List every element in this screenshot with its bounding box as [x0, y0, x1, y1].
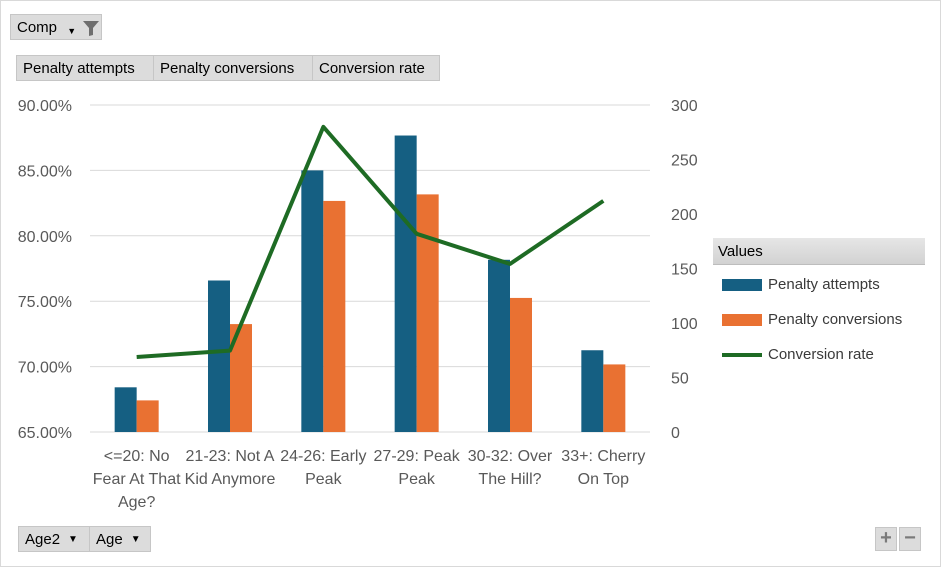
bar-penalty-attempts: [488, 259, 510, 432]
primary-tick-label: 80.00%: [18, 229, 72, 246]
secondary-tick-label: 200: [671, 207, 698, 224]
secondary-tick-label: 150: [671, 262, 698, 279]
bar-penalty-attempts: [301, 170, 324, 432]
legend-label-conversions: Penalty conversions: [768, 311, 903, 328]
value-button-penalty-conversions[interactable]: Penalty conversions: [153, 55, 313, 81]
category-label: 21-23: Not A Kid Anymore: [185, 448, 276, 488]
dropdown-arrow-icon: ▼: [68, 534, 78, 546]
bar-penalty-attempts: [208, 280, 230, 432]
secondary-tick-label: 250: [671, 153, 698, 170]
legend-swatch-conversions: [722, 314, 762, 327]
value-button-conversion-rate[interactable]: Conversion rate: [312, 55, 440, 81]
line-conversion-rate: [136, 124, 605, 360]
primary-axis-labels: 90.00% 85.00% 80.00% 75.00% 70.00% 65.00%: [18, 98, 72, 442]
category-labels: <=20: No Fear At That Age?21-23: Not A Kid …: [93, 448, 646, 511]
dropdown-arrow-icon: ▼: [67, 26, 77, 36]
row-field-age-button[interactable]: Age ▼: [89, 526, 151, 552]
bar-penalty-conversions: [603, 364, 626, 432]
category-label: <=20: No Fear At That Age?: [93, 448, 181, 511]
primary-tick-label: 65.00%: [18, 425, 72, 442]
legend-item-conversions: Penalty conversions: [722, 310, 902, 330]
secondary-tick-label: 50: [671, 371, 689, 388]
legend-title: Values: [713, 238, 925, 265]
legend-item-rate: Conversion rate: [722, 345, 874, 365]
category-label: 27-29: Peak Peak: [374, 448, 461, 488]
row-field-age2-button[interactable]: Age2 ▼: [18, 526, 90, 552]
primary-tick-label: 70.00%: [18, 360, 72, 377]
line-series: [136, 124, 605, 360]
legend-swatch-rate: [722, 353, 762, 358]
dropdown-arrow-icon: ▼: [130, 534, 141, 546]
legend-label-attempts: Penalty attempts: [768, 276, 880, 293]
legend-swatch-attempts: [722, 279, 762, 292]
expand-button[interactable]: +: [875, 527, 897, 551]
category-label: 24-26: Early Peak: [280, 448, 366, 488]
secondary-tick-label: 100: [671, 316, 698, 333]
legend-label-rate: Conversion rate: [768, 346, 874, 363]
row-field-age2-label: Age2: [25, 531, 61, 548]
bar-penalty-attempts: [394, 135, 417, 432]
bar-penalty-conversions: [323, 200, 346, 432]
filter-icon: [82, 19, 100, 37]
bar-penalty-conversions: [230, 324, 252, 432]
bar-penalty-conversions: [510, 297, 532, 432]
bar-penalty-conversions: [416, 194, 439, 432]
filter-field-label: Comp: [17, 19, 58, 36]
bar-series: [114, 135, 626, 432]
secondary-tick-label: 300: [671, 98, 698, 115]
filter-field-button[interactable]: Comp ▼: [10, 14, 102, 40]
legend-item-attempts: Penalty attempts: [722, 275, 880, 295]
secondary-tick-label: 0: [671, 425, 680, 442]
secondary-axis-labels: 300 250 200 150 100 50 0: [671, 98, 698, 442]
value-button-penalty-attempts[interactable]: Penalty attempts: [16, 55, 155, 81]
bar-penalty-conversions: [136, 400, 159, 432]
row-field-age-label: Age: [96, 531, 123, 548]
bar-penalty-attempts: [581, 350, 604, 432]
primary-tick-label: 90.00%: [18, 98, 72, 115]
category-label: 33+: Cherry On Top: [561, 448, 645, 488]
primary-tick-label: 85.00%: [18, 163, 72, 180]
collapse-button[interactable]: −: [899, 527, 921, 551]
category-label: 30-32: Over The Hill?: [468, 448, 553, 488]
bar-penalty-attempts: [114, 387, 137, 432]
gridlines: [90, 104, 650, 433]
primary-tick-label: 75.00%: [18, 294, 72, 311]
